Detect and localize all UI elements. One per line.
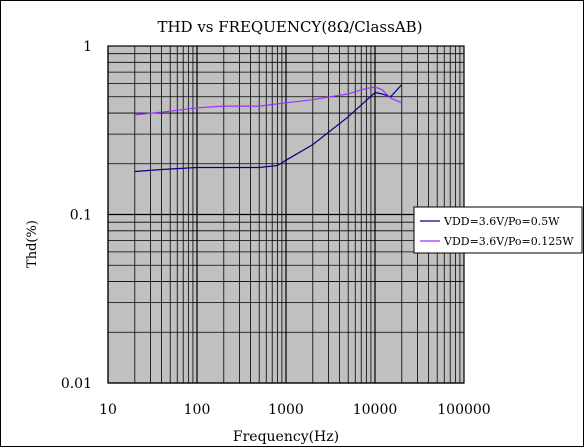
legend-box [413, 206, 583, 254]
y-tick-label: 0.1 [70, 208, 92, 224]
chart-title: THD vs FREQUENCY(8Ω/ClassAB) [157, 18, 422, 36]
axes: 10 100 1000 10000 100000 1 0.1 0.01 [61, 39, 491, 418]
legend-label-1: VDD=3.6V/Po=0.5W [443, 215, 560, 228]
x-tick-label: 1000 [268, 402, 304, 418]
series-line-2 [134, 86, 403, 116]
legend-label-2: VDD=3.6V/Po=0.125W [443, 235, 574, 248]
series-line-1 [134, 84, 403, 173]
x-tick-label: 100 [184, 402, 211, 418]
y-axis-label: Thd(%) [25, 220, 40, 268]
x-tick-label: 100000 [437, 402, 490, 418]
x-tick-label: 10 [99, 402, 117, 418]
x-tick-label: 10000 [353, 402, 398, 418]
plot-area [107, 45, 465, 384]
legend: VDD=3.6V/Po=0.5W VDD=3.6V/Po=0.125W [413, 206, 583, 254]
x-axis-label: Frequency(Hz) [233, 429, 339, 445]
y-tick-label: 1 [83, 39, 92, 55]
y-tick-label: 0.01 [61, 376, 92, 392]
